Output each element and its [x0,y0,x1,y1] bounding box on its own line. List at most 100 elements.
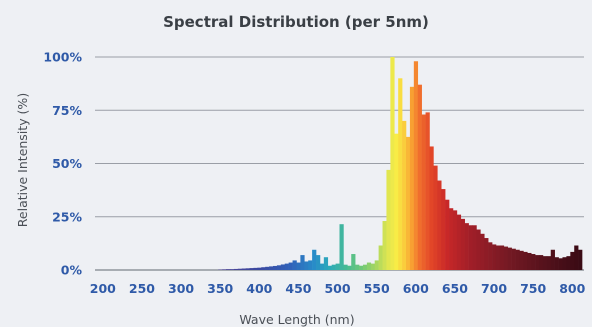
spectrum-bar-805nm [574,245,579,270]
spectrum-bar-595nm [409,86,415,270]
y-axis-label: Relative Intensity (%) [15,93,30,227]
spectrum-bar-415nm [269,266,274,270]
x-tick-label: 550 [364,281,390,296]
spectrum-bar-740nm [523,251,528,270]
spectrum-bar-780nm [554,257,559,270]
x-axis-ticks: 200 250 300 350 400 450 500 550 600 650 700 750 800 [90,281,586,296]
spectrum-bar-640nm [445,199,450,270]
x-tick-label: 250 [129,281,155,296]
x-tick-label: 450 [285,281,311,296]
spectrum-bar-450nm [296,262,301,270]
spectrum-bar-520nm [351,254,356,270]
spectrum-bar-485nm [323,257,329,270]
spectrum-bar-405nm [261,267,266,270]
spectrum-bar-750nm [531,254,536,270]
spectrum-bar-525nm [355,264,360,270]
spectrum-bar-510nm [343,264,348,270]
spectrum-bar-365nm [229,269,235,270]
spectrum-bar-370nm [233,268,239,270]
spectrum-bar-745nm [527,252,532,270]
spectrum-bar-455nm [300,255,305,270]
spectrum-bars [218,57,583,271]
y-tick-label: 50% [52,156,82,171]
spectrum-bar-590nm [406,136,411,271]
spectrum-bar-765nm [542,256,548,270]
x-tick-label: 300 [168,281,194,296]
spectrum-bar-425nm [276,265,282,270]
x-tick-label: 350 [207,281,233,296]
spectrum-bar-615nm [425,112,430,270]
x-tick-label: 650 [442,281,468,296]
spectrum-bar-395nm [253,267,258,270]
spectrum-bar-610nm [421,114,426,270]
spectrum-bar-375nm [237,268,242,270]
spectrum-bar-460nm [304,261,309,270]
spectrum-bar-565nm [386,169,391,270]
spectrum-bar-505nm [339,224,344,270]
spectrum-bar-675nm [472,225,477,270]
x-tick-label: 500 [324,281,350,296]
x-tick-label: 400 [246,281,272,296]
spectrum-bar-770nm [546,256,552,270]
spectrum-bar-475nm [316,255,321,270]
spectrum-bar-465nm [308,260,313,270]
spectrum-bar-735nm [519,250,524,270]
spectrum-bar-385nm [245,268,250,270]
spectrum-bar-755nm [535,255,540,270]
spectrum-bar-480nm [319,263,325,270]
spectrum-bar-790nm [562,257,567,270]
spectrum-bar-775nm [550,249,555,270]
spectrum-bar-730nm [515,249,520,270]
spectrum-bar-580nm [398,78,403,270]
spectrum-bar-795nm [566,256,571,270]
spectrum-bar-435nm [284,263,289,270]
y-axis-ticks: 0% 25% 50% 75% 100% [43,50,82,278]
spectrum-bar-600nm [413,61,419,271]
spectrum-bar-720nm [507,247,512,270]
spectrum-bar-535nm [362,264,368,270]
spectrum-bar-555nm [378,245,383,270]
spectrum-bar-665nm [464,223,469,270]
spectrum-bar-380nm [241,268,246,270]
spectrum-bar-680nm [476,229,481,270]
chart-title: Spectral Distribution (per 5nm) [163,13,429,31]
spectrum-bar-410nm [265,266,270,270]
spectrum-bar-490nm [327,265,332,270]
x-tick-label: 600 [403,281,429,296]
spectrum-bar-700nm [492,244,497,270]
spectrum-bar-360nm [226,269,231,270]
spectrum-bar-760nm [539,255,544,270]
spectrum-bar-560nm [382,221,387,270]
spectrum-bar-400nm [257,267,262,270]
spectrum-bar-725nm [511,248,516,270]
spectrum-bar-625nm [433,165,438,270]
spectrum-bar-650nm [452,210,458,270]
spectrum-bar-470nm [312,249,317,270]
spectrum-bar-430nm [280,264,286,270]
y-tick-label: 0% [61,263,83,278]
y-tick-label: 75% [52,103,82,118]
spectrum-bar-495nm [331,264,336,270]
spectrum-bar-420nm [273,265,278,270]
spectrum-bar-810nm [578,249,583,270]
spectrum-bar-605nm [417,84,422,270]
spectrum-bar-715nm [503,246,509,270]
spectrum-bar-705nm [495,245,501,270]
x-tick-label: 750 [520,281,546,296]
spectrum-bar-355nm [222,269,227,270]
spectrum-bar-695nm [488,242,493,270]
spectrum-bar-685nm [480,233,485,270]
y-tick-label: 25% [52,209,82,224]
spectrum-bar-630nm [437,180,442,270]
spectrum-bar-545nm [370,263,376,270]
spectrum-bar-620nm [429,146,434,270]
spectrum-bar-655nm [456,214,462,270]
spectrum-bar-660nm [460,218,465,270]
spectrum-bar-635nm [441,189,446,270]
spectrum-bar-690nm [484,238,489,270]
spectrum-bar-390nm [249,268,254,270]
spectrum-bar-710nm [499,245,505,270]
spectrum-bar-785nm [558,258,563,270]
spectrum-bar-670nm [468,225,473,270]
spectrum-bar-585nm [402,120,407,271]
